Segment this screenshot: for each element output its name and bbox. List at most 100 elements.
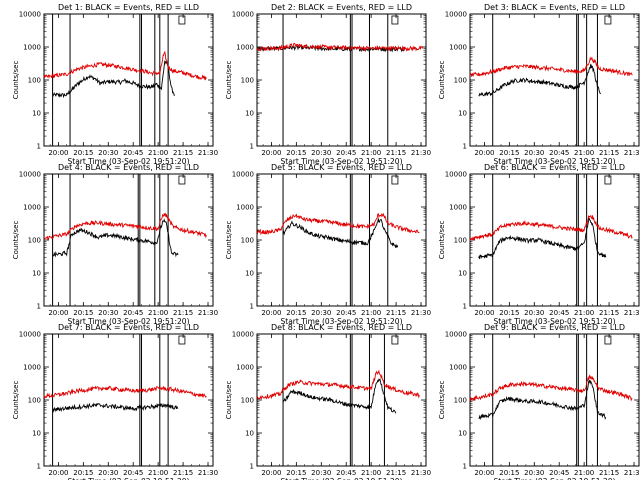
x-tick-label: 20:15 <box>286 149 306 157</box>
y-tick-label: 1 <box>463 463 467 471</box>
panel-title: Det 3: BLACK = Events, RED = LLD <box>484 3 625 12</box>
y-tick-label: 1000 <box>236 204 254 212</box>
y-tick-label: 1000 <box>236 364 254 372</box>
x-tick-label: 20:00 <box>261 469 281 477</box>
y-axis-title: Counts/sec <box>438 381 446 420</box>
series-events <box>52 60 176 99</box>
y-tick-label: 1 <box>250 463 254 471</box>
x-tick-label: 21:15 <box>386 309 406 317</box>
x-tick-label: 21:00 <box>574 149 594 157</box>
y-axis-title: Counts/sec <box>225 381 233 420</box>
x-tick-label: 20:45 <box>123 469 143 477</box>
panel-title: Det 4: BLACK = Events, RED = LLD <box>58 163 199 172</box>
y-tick-label: 10000 <box>19 171 41 179</box>
x-axis-title: Start Time (03-Sep-02 19:51:20) <box>68 157 190 166</box>
x-tick-label: 20:45 <box>549 309 569 317</box>
x-tick-label: 20:45 <box>336 309 356 317</box>
panel-det-7: Det 7: BLACK = Events, RED = LLD 1 10 100 10… <box>12 323 218 480</box>
y-tick-label: 10000 <box>19 331 41 339</box>
panel-title: Det 6: BLACK = Events, RED = LLD <box>484 163 625 172</box>
x-tick-label: 21:00 <box>361 469 381 477</box>
x-tick-label: 21:00 <box>361 309 381 317</box>
x-tick-label: 20:00 <box>261 149 281 157</box>
x-tick-label: 21:00 <box>574 309 594 317</box>
marker-box <box>391 15 399 25</box>
x-tick-label: 20:00 <box>48 309 68 317</box>
x-tick-label: 20:00 <box>474 469 494 477</box>
y-tick-label: 100 <box>28 237 41 245</box>
marker-box <box>391 175 399 185</box>
series-lld <box>43 50 207 81</box>
panel-title: Det 7: BLACK = Events, RED = LLD <box>58 323 199 332</box>
x-tick-label: 21:00 <box>361 149 381 157</box>
y-tick-label: 1 <box>250 303 254 311</box>
y-tick-label: 10 <box>32 110 41 118</box>
panel-title: Det 2: BLACK = Events, RED = LLD <box>271 3 412 12</box>
x-tick-label: 20:15 <box>499 149 519 157</box>
x-tick-label: 20:00 <box>48 149 68 157</box>
x-tick-label: 20:30 <box>524 469 544 477</box>
y-tick-label: 10 <box>458 110 467 118</box>
panel-det-9: Det 9: BLACK = Events, RED = LLD 1 10 100 10… <box>438 323 640 480</box>
x-tick-label: 20:45 <box>336 149 356 157</box>
panel-det-4: Det 4: BLACK = Events, RED = LLD 1 10 100 10… <box>12 163 218 326</box>
x-tick-label: 21:30 <box>411 469 431 477</box>
y-tick-label: 100 <box>28 77 41 85</box>
panel-det-8: Det 8: BLACK = Events, RED = LLD 1 10 100 10… <box>225 323 431 480</box>
y-tick-label: 1000 <box>449 44 467 52</box>
y-axis-title: Counts/sec <box>438 61 446 100</box>
marker-box <box>604 335 612 345</box>
x-tick-label: 20:15 <box>499 469 519 477</box>
plot-frame <box>469 333 640 467</box>
y-tick-label: 10 <box>32 430 41 438</box>
panel-title: Det 1: BLACK = Events, RED = LLD <box>58 3 199 12</box>
x-tick-label: 21:00 <box>148 469 168 477</box>
x-axis-title: Start Time (03-Sep-02 19:51:20) <box>281 317 403 326</box>
x-tick-label: 20:00 <box>261 309 281 317</box>
x-tick-label: 21:30 <box>198 309 218 317</box>
y-axis-title: Counts/sec <box>225 61 233 100</box>
x-tick-label: 21:15 <box>173 309 193 317</box>
x-tick-label: 20:30 <box>524 309 544 317</box>
series-lld <box>43 212 207 241</box>
plot-frame <box>469 13 640 147</box>
series-lld <box>256 42 424 52</box>
panel-title: Det 5: BLACK = Events, RED = LLD <box>271 163 412 172</box>
x-tick-label: 21:15 <box>599 309 619 317</box>
y-tick-label: 100 <box>454 237 467 245</box>
y-tick-label: 100 <box>241 237 254 245</box>
plot-frame <box>256 333 427 467</box>
x-tick-label: 21:15 <box>386 469 406 477</box>
x-tick-label: 21:30 <box>198 469 218 477</box>
y-tick-label: 1000 <box>23 364 41 372</box>
x-tick-label: 20:30 <box>311 469 331 477</box>
panel-det-6: Det 6: BLACK = Events, RED = LLD 1 10 100 10… <box>438 163 640 326</box>
y-axis-title: Counts/sec <box>225 221 233 260</box>
x-tick-label: 21:15 <box>599 469 619 477</box>
x-tick-label: 21:30 <box>624 469 640 477</box>
series-lld <box>469 214 633 241</box>
marker-box <box>178 15 186 25</box>
marker-box <box>604 15 612 25</box>
x-tick-label: 20:15 <box>73 469 93 477</box>
y-tick-label: 10000 <box>445 171 467 179</box>
x-tick-label: 20:30 <box>524 149 544 157</box>
y-tick-label: 10000 <box>19 11 41 19</box>
y-tick-label: 10 <box>245 110 254 118</box>
y-tick-label: 1 <box>463 143 467 151</box>
x-tick-label: 20:00 <box>474 309 494 317</box>
x-tick-label: 20:00 <box>474 149 494 157</box>
plot-frame <box>43 333 214 467</box>
x-tick-label: 20:45 <box>123 149 143 157</box>
y-tick-label: 1 <box>250 143 254 151</box>
x-tick-label: 21:00 <box>148 309 168 317</box>
plot-frame <box>43 173 214 307</box>
x-tick-label: 21:30 <box>411 149 431 157</box>
x-tick-label: 21:15 <box>173 469 193 477</box>
y-axis-title: Counts/sec <box>12 61 20 100</box>
y-tick-label: 1 <box>463 303 467 311</box>
series-events <box>478 63 602 97</box>
x-axis-title: Start Time (03-Sep-02 19:51:20) <box>68 317 190 326</box>
x-tick-label: 21:30 <box>624 309 640 317</box>
y-tick-label: 10 <box>458 430 467 438</box>
